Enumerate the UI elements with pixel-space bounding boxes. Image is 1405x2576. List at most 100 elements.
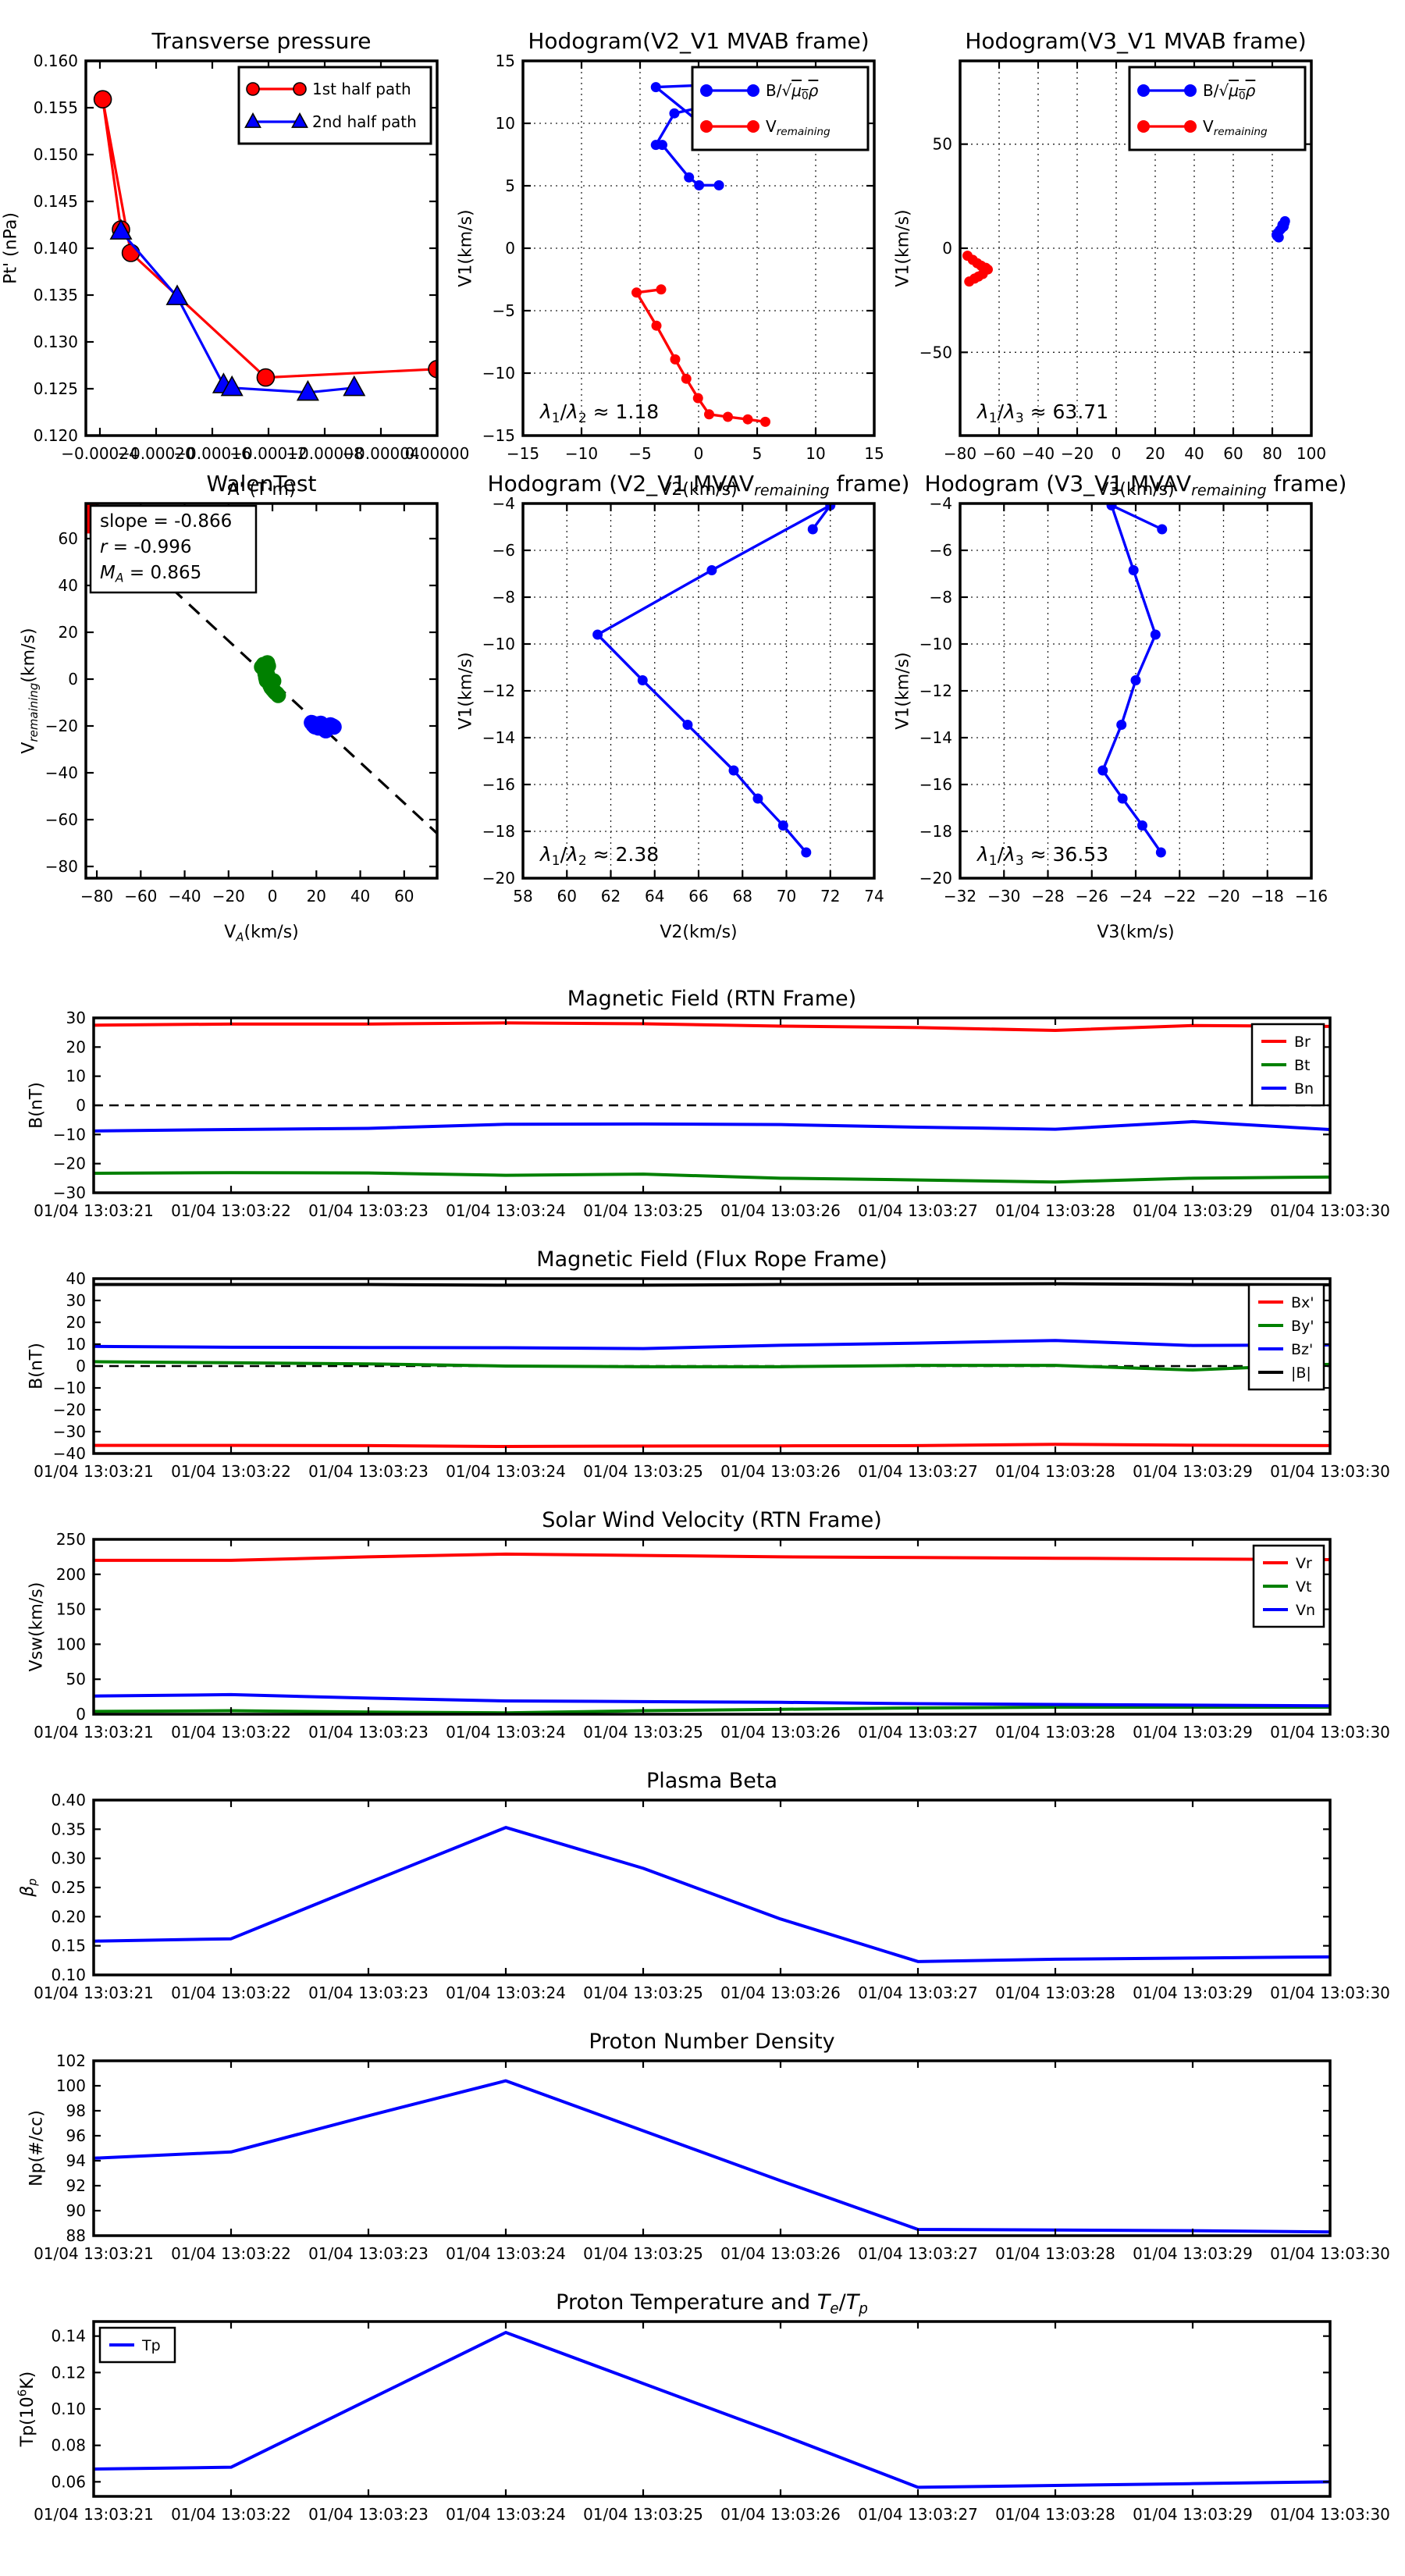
y-tick-label: −40	[45, 763, 78, 782]
x-tick-label: −0.00020	[117, 444, 194, 463]
x-tick-label: 20	[1145, 444, 1165, 463]
y-tick-label: 15	[496, 52, 515, 70]
x-tick-label: 01/04 13:03:25	[583, 1462, 703, 1481]
x-tick-label: 0	[694, 444, 704, 463]
x-tick-label: 01/04 13:03:30	[1270, 1201, 1390, 1220]
y-tick-label: 0	[942, 239, 952, 258]
legend-label: Tp	[141, 2337, 161, 2354]
proton-temperature-series-Tp	[94, 2331, 1330, 2489]
hodogram-v3v1-mvav-xlabel: V3(km/s)	[1097, 923, 1174, 942]
x-tick-label: 01/04 13:03:30	[1270, 1723, 1390, 1742]
y-tick-label: −80	[45, 857, 78, 876]
magnetic-field-flux-rope-series-By-prime	[94, 1360, 1330, 1372]
magnetic-field-rtn-series-Bt	[94, 1171, 1330, 1184]
x-tick-label: 01/04 13:03:23	[308, 1462, 429, 1481]
hodogram-v3v1-mvab-title: Hodogram(V3_V1 MVAB frame)	[965, 28, 1306, 54]
y-tick-label: −10	[482, 364, 515, 382]
plot-walen-test: −80 −60 −40 −20 0 20 40 60 −80 −60 −40 −20 0 20 40 60 Wa…	[0, 443, 500, 948]
axes-frame	[84, 502, 439, 880]
y-tick-label: 20	[66, 1037, 86, 1056]
x-tick-label: −20	[212, 887, 245, 906]
x-tick-label: −5	[628, 444, 651, 463]
hodogram-v3v1-mvab-ylabel: V1(km/s)	[894, 209, 913, 286]
y-tick-label: 250	[56, 1530, 86, 1549]
y-tick-label: −5	[493, 301, 515, 320]
x-tick-label: 01/04 13:03:24	[446, 1462, 566, 1481]
y-tick-label: −18	[919, 822, 952, 841]
x-tick-label: 0	[1112, 444, 1122, 463]
magnetic-field-flux-rope-legend: Bx' By' Bz' |B|	[1247, 1283, 1325, 1391]
x-tick-label: 01/04 13:03:26	[720, 2505, 841, 2524]
x-tick-label: 01/04 13:03:22	[171, 1201, 291, 1220]
y-tick-label: 0.125	[34, 379, 78, 398]
x-tick-label: 01/04 13:03:21	[34, 1723, 154, 1742]
x-tick-label: 01/04 13:03:21	[34, 1201, 154, 1220]
magnetic-field-rtn-title: Magnetic Field (RTN Frame)	[567, 987, 856, 1011]
hodogram-v2v1-mvav-canvas: 58 60 62 64 66 68 70 72 74 −20 −18 −16 −14 −12 −10 −8 −6…	[457, 471, 910, 942]
y-tick-label: 0.20	[51, 1907, 86, 1926]
info-box-line: MA = 0.865	[100, 563, 201, 585]
y-tick-label: −8	[930, 588, 952, 607]
x-tick-label: −0.00004	[342, 444, 419, 463]
y-tick-label: 20	[66, 1313, 86, 1332]
y-tick-label: 200	[56, 1565, 86, 1584]
y-tick-label: −50	[919, 343, 952, 361]
x-tick-label: 01/04 13:03:29	[1133, 2505, 1253, 2524]
legend-label: Vr	[1296, 1555, 1312, 1572]
transverse-pressure-xlabel: A' (T·m)	[227, 480, 295, 500]
y-tick-label: 30	[66, 1009, 86, 1027]
y-tick-label: 0.135	[34, 286, 78, 304]
legend-label: |B|	[1291, 1364, 1311, 1382]
y-tick-label: −12	[482, 681, 515, 700]
x-tick-label: 01/04 13:03:23	[308, 1201, 429, 1220]
x-tick-label: −10	[565, 444, 598, 463]
x-tick-label: 01/04 13:03:28	[995, 1201, 1115, 1220]
x-tick-label: 10	[806, 444, 825, 463]
x-tick-label: 66	[688, 887, 708, 906]
magnetic-field-flux-rope-ylabel: B(nT)	[27, 1343, 47, 1389]
hodogram-v2v1-mvab-annotation: λ1/λ2 ≈ 1.18	[539, 400, 659, 426]
walen-test-canvas: −80 −60 −40 −20 0 20 40 60 −80 −60 −40 −20 0 20 40 60 Wa…	[20, 471, 439, 944]
x-tick-label: 01/04 13:03:25	[583, 2505, 703, 2524]
x-tick-label: −60	[124, 887, 157, 906]
x-tick-label: 5	[752, 444, 763, 463]
x-tick-label: 58	[513, 887, 532, 906]
x-tick-label: 74	[864, 887, 884, 906]
magnetic-field-flux-rope-series-B-magnitude	[94, 1282, 1330, 1287]
solar-wind-velocity-series-Vr	[94, 1552, 1330, 1562]
x-tick-label: 01/04 13:03:27	[858, 1462, 978, 1481]
y-tick-label: −40	[53, 1444, 86, 1463]
x-tick-label: 01/04 13:03:22	[171, 2244, 291, 2263]
x-tick-label: 01/04 13:03:24	[446, 1984, 566, 2002]
proton-temperature-ylabel: Tp(106K)	[16, 2371, 37, 2448]
x-tick-label: 62	[601, 887, 621, 906]
y-tick-label: 50	[66, 1670, 86, 1688]
plasma-beta-series-beta-p	[94, 1826, 1330, 1963]
hodogram-v3v1-mvav-title: Hodogram (V3_V1 MVAVremaining frame)	[925, 471, 1347, 500]
y-tick-label: −20	[45, 717, 78, 735]
legend-label: 1st half path	[312, 80, 411, 98]
y-tick-label: 40	[66, 1269, 86, 1288]
y-tick-label: −30	[53, 1422, 86, 1441]
x-tick-label: −20	[1061, 444, 1094, 463]
hodogram-v3v1-mvab-canvas: −80 −60 −40 −20 0 20 40 60 80 100 −50 0 50 Hodogram(V…	[894, 28, 1327, 500]
x-tick-label: 01/04 13:03:24	[446, 2505, 566, 2524]
magnetic-field-flux-rope-series-Bx-prime	[94, 1443, 1330, 1449]
hodogram-v3v1-mvab-legend: B/√μ0ρ Vremaining	[1128, 66, 1307, 151]
y-tick-label: 0.10	[51, 1966, 86, 1984]
proton-number-density-series-Np	[94, 2079, 1330, 2234]
hodogram-v3v1-mvab-xlabel: V3(km/s)	[1097, 480, 1174, 500]
magnetic-field-rtn-canvas: 01/04 13:03:21 01/04 13:03:22 01/04 13:03:…	[27, 987, 1390, 1220]
x-tick-label: 01/04 13:03:25	[583, 1984, 703, 2002]
proton-temperature-legend: Tp	[98, 2326, 176, 2364]
x-tick-label: 01/04 13:03:29	[1133, 2244, 1253, 2263]
hodogram-v2v1-mvab-xlabel: V2(km/s)	[660, 480, 737, 500]
legend-label: Br	[1294, 1034, 1311, 1051]
y-tick-label: −10	[482, 635, 515, 653]
x-tick-label: 60	[394, 887, 414, 906]
y-tick-label: −16	[919, 775, 952, 794]
legend-label: Bz'	[1291, 1341, 1313, 1358]
x-tick-label: 01/04 13:03:27	[858, 2244, 978, 2263]
y-tick-label: −14	[919, 728, 952, 747]
